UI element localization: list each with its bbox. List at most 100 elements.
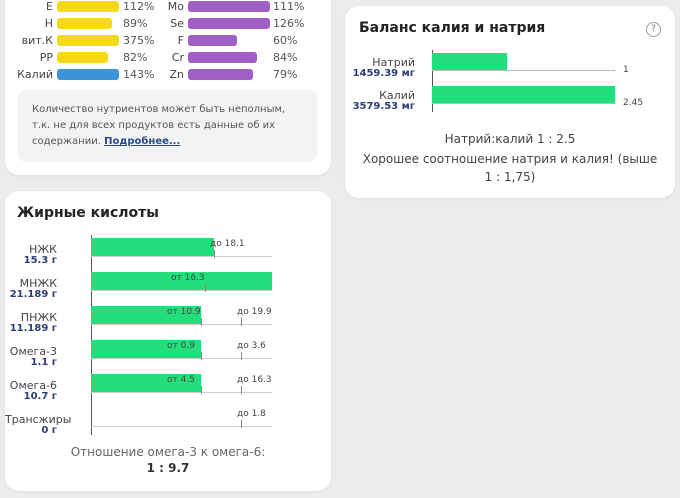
fat-name: НЖК xyxy=(29,243,57,256)
balance-bar xyxy=(432,86,615,103)
balance-bar xyxy=(432,53,507,70)
fat-min-tick xyxy=(201,318,202,326)
fat-max-tick xyxy=(241,386,242,394)
fat-amount: 0 г xyxy=(41,425,57,436)
omega-ratio-value: 1 : 9.7 xyxy=(146,461,190,475)
fat-bar xyxy=(91,374,201,392)
fat-range-line xyxy=(91,392,272,393)
nutrient-percent: 112% xyxy=(123,0,155,13)
fat-range-line xyxy=(91,256,272,257)
fat-amount: 11.189 г xyxy=(9,323,57,334)
fat-bar xyxy=(91,238,214,256)
fat-max-tick xyxy=(214,250,215,258)
fat-min-tick xyxy=(201,352,202,360)
nutrient-label: H xyxy=(44,17,53,30)
balance-card: Баланс калия и натрия ? Натрий 1459.39 мг… xyxy=(345,6,675,198)
fat-max-label: до 18.1 xyxy=(210,239,245,249)
nutrient-bar xyxy=(57,1,119,12)
nutrient-label: Калий xyxy=(17,68,53,81)
fat-min-label: от 4.5 xyxy=(167,375,195,385)
nutrient-name: Mo xyxy=(5,0,184,13)
nutrient-label: Cr xyxy=(171,51,184,64)
nutrient-name: вит.К xyxy=(5,34,53,47)
nutrient-percent: 60% xyxy=(273,34,298,47)
nutrient-name: F xyxy=(5,34,184,47)
fat-name: МНЖК xyxy=(19,277,57,290)
balance-title: Баланс калия и натрия xyxy=(359,20,546,36)
nutrient-bar xyxy=(57,69,119,80)
fat-min-label: от 0.9 xyxy=(167,341,195,351)
fat-amount: 10.7 г xyxy=(23,391,57,402)
balance-ratio-number: 2.45 xyxy=(623,98,644,108)
fat-max-label: до 1.8 xyxy=(237,409,266,419)
notice-text: Количество нутриентов может быть неполны… xyxy=(32,104,286,147)
fat-name: Омега-3 xyxy=(9,345,57,358)
balance-ratio: Натрий:калий 1 : 2.5 xyxy=(444,132,576,146)
fat-name: ПНЖК xyxy=(20,311,57,324)
fat-max-label: до 3.6 xyxy=(237,341,266,351)
nutrient-label: Zn xyxy=(169,68,184,81)
nutrient-percent: 126% xyxy=(273,17,305,30)
nutrient-percent: 84% xyxy=(273,51,298,64)
fat-max-tick xyxy=(241,352,242,360)
balance-axis xyxy=(432,50,433,112)
balance-ratio-number: 1 xyxy=(623,65,629,75)
fat-min-tick xyxy=(205,284,206,292)
fat-amount: 1.1 г xyxy=(30,357,57,368)
nutrient-name: Cr xyxy=(5,51,184,64)
balance-name: Калий xyxy=(379,89,415,102)
vitamins-card: E 112% H 89% вит.К 375% PP 82% Калий 143% Mo 111% Se… xyxy=(5,0,331,175)
fat-max-tick xyxy=(241,318,242,326)
omega-ratio-label: Отношение омега-3 к омега-6: xyxy=(70,445,266,459)
fat-max-tick xyxy=(241,420,242,428)
nutrient-percent: 89% xyxy=(123,17,148,30)
fat-min-label: от 10.9 xyxy=(167,307,201,317)
nutrient-label: F xyxy=(177,34,184,47)
nutrient-label: PP xyxy=(39,51,53,64)
balance-amount: 1459.39 мг xyxy=(352,68,415,79)
fat-max-label: до 16.3 xyxy=(237,375,272,385)
nutrient-bar xyxy=(57,35,119,46)
fat-range-line xyxy=(91,324,272,325)
nutrient-name: H xyxy=(5,17,53,30)
nutrient-name: Se xyxy=(5,17,184,30)
fat-bar xyxy=(91,340,201,358)
nutrient-percent: 79% xyxy=(273,68,298,81)
fat-amount: 15.3 г xyxy=(23,255,57,266)
nutrient-bar xyxy=(188,69,253,80)
nutrient-label: Se xyxy=(170,17,184,30)
nutrient-label: вит.К xyxy=(21,34,53,47)
fat-name: Трансжиры xyxy=(5,413,72,426)
nutrient-percent: 111% xyxy=(273,0,305,13)
more-link[interactable]: Подробнее... xyxy=(104,136,181,147)
nutrient-name: E xyxy=(5,0,53,13)
balance-verdict: Хорошее соотношение натрия и калия! (выш… xyxy=(362,152,658,184)
nutrient-percent: 143% xyxy=(123,68,155,81)
nutrient-label: Mo xyxy=(167,0,184,13)
fat-bar xyxy=(91,306,201,324)
fat-range-line xyxy=(91,358,272,359)
nutrient-bar xyxy=(188,18,270,29)
nutrient-percent: 375% xyxy=(123,34,155,47)
fatty-acids-title: Жирные кислоты xyxy=(17,205,159,221)
fat-name: Омега-6 xyxy=(9,379,57,392)
fatty-acids-card: Жирные кислоты НЖК 15.3 г до 18.1 МНЖК 21.18… xyxy=(5,191,331,491)
fat-range-line xyxy=(91,290,272,291)
nutrient-name: Zn xyxy=(5,68,184,81)
help-icon[interactable]: ? xyxy=(646,22,661,37)
nutrient-percent: 82% xyxy=(123,51,148,64)
nutrient-bar xyxy=(57,18,112,29)
balance-line xyxy=(432,103,615,104)
nutrient-bar xyxy=(188,52,257,63)
fat-axis xyxy=(91,235,92,435)
fat-amount: 21.189 г xyxy=(9,289,57,300)
nutrient-name: Калий xyxy=(5,68,53,81)
balance-name: Натрий xyxy=(372,56,415,69)
balance-amount: 3579.53 мг xyxy=(352,101,415,112)
nutrient-bar xyxy=(57,52,108,63)
fat-min-label: от 16.3 xyxy=(171,273,205,283)
fat-range-line xyxy=(91,426,272,427)
fat-min-tick xyxy=(201,386,202,394)
nutrient-bar xyxy=(188,1,270,12)
fat-bar xyxy=(91,272,272,290)
